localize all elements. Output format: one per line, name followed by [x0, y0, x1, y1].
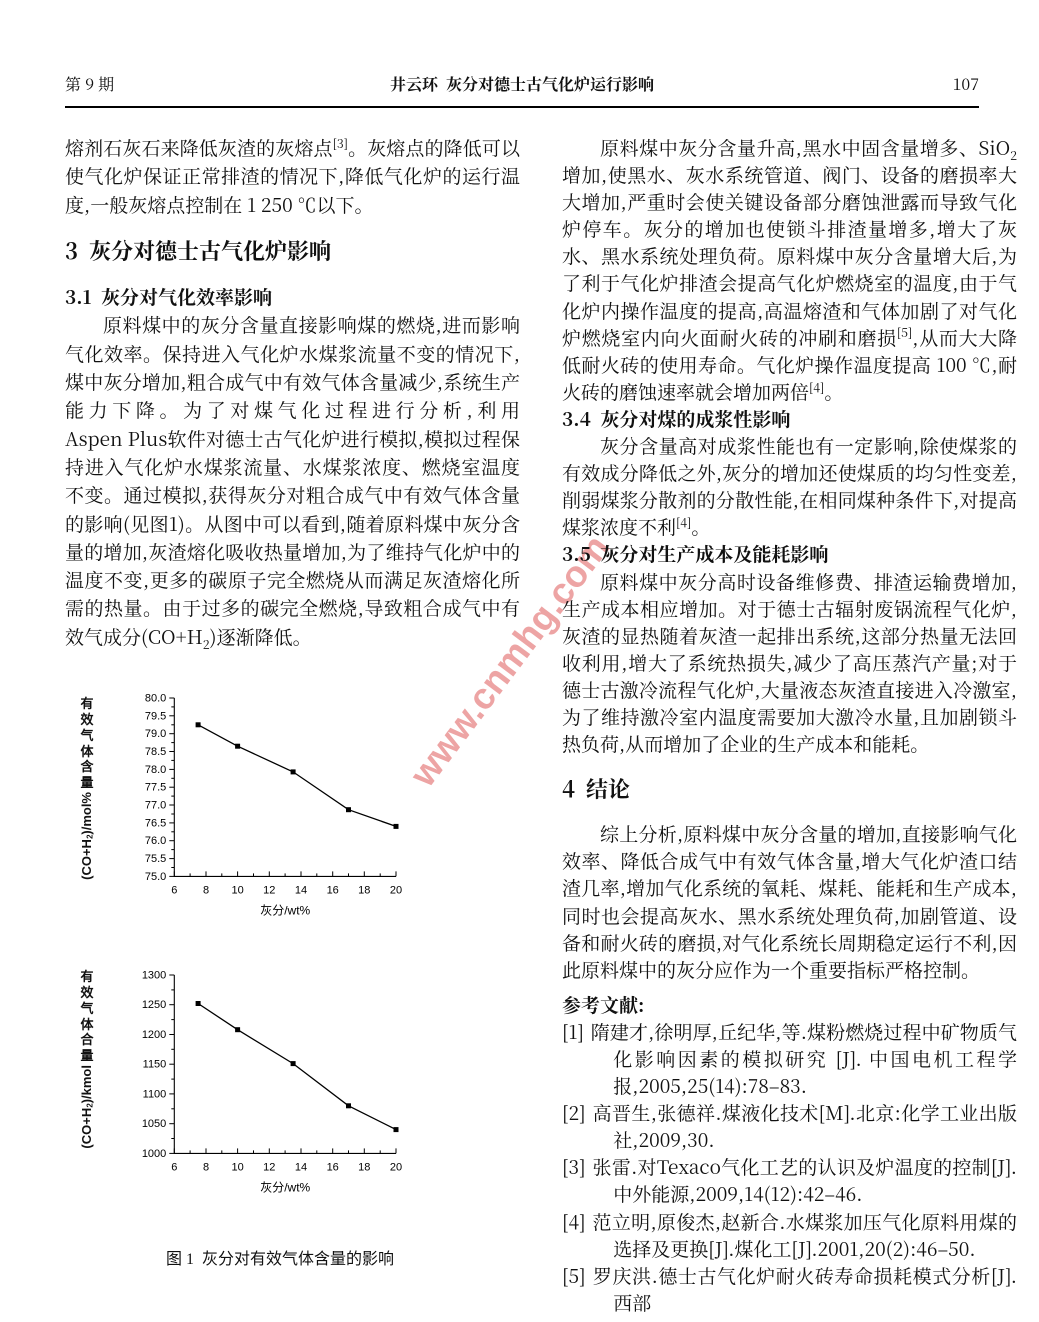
- svg-text:14: 14: [295, 884, 307, 896]
- svg-text:1150: 1150: [143, 1059, 167, 1071]
- svg-text:6: 6: [171, 884, 177, 896]
- svg-text:78.5: 78.5: [145, 746, 166, 758]
- svg-text:1050: 1050: [142, 1118, 166, 1130]
- svg-text:80.0: 80.0: [145, 693, 166, 705]
- svg-text:79.0: 79.0: [145, 728, 166, 740]
- svg-text:20: 20: [390, 1161, 402, 1173]
- svg-text:20: 20: [390, 884, 402, 896]
- svg-text:8: 8: [203, 1161, 209, 1173]
- svg-text:8: 8: [203, 884, 209, 896]
- svg-text:1250: 1250: [142, 999, 166, 1011]
- svg-text:76.0: 76.0: [145, 835, 166, 847]
- svg-text:12: 12: [263, 884, 275, 896]
- svg-text:77.0: 77.0: [145, 800, 166, 812]
- svg-text:16: 16: [327, 1161, 339, 1173]
- svg-text:77.5: 77.5: [145, 782, 166, 794]
- svg-text:79.5: 79.5: [145, 710, 166, 722]
- svg-text:6: 6: [171, 1161, 177, 1173]
- svg-text:78.0: 78.0: [145, 764, 166, 776]
- svg-text:1300: 1300: [142, 970, 166, 982]
- svg-text:16: 16: [327, 884, 339, 896]
- svg-text:18: 18: [358, 1161, 370, 1173]
- svg-text:灰分/wt%: 灰分/wt%: [260, 903, 310, 917]
- svg-text:18: 18: [358, 884, 370, 896]
- svg-text:75.5: 75.5: [145, 853, 166, 865]
- svg-text:1100: 1100: [143, 1088, 167, 1100]
- svg-text:1200: 1200: [142, 1029, 166, 1041]
- svg-text:14: 14: [295, 1161, 307, 1173]
- svg-text:灰分/wt%: 灰分/wt%: [260, 1180, 310, 1194]
- svg-text:10: 10: [231, 1161, 243, 1173]
- svg-text:12: 12: [263, 1161, 275, 1173]
- svg-text:75.0: 75.0: [145, 871, 166, 883]
- svg-text:76.5: 76.5: [145, 817, 166, 829]
- svg-text:1000: 1000: [142, 1148, 166, 1160]
- svg-text:10: 10: [231, 884, 243, 896]
